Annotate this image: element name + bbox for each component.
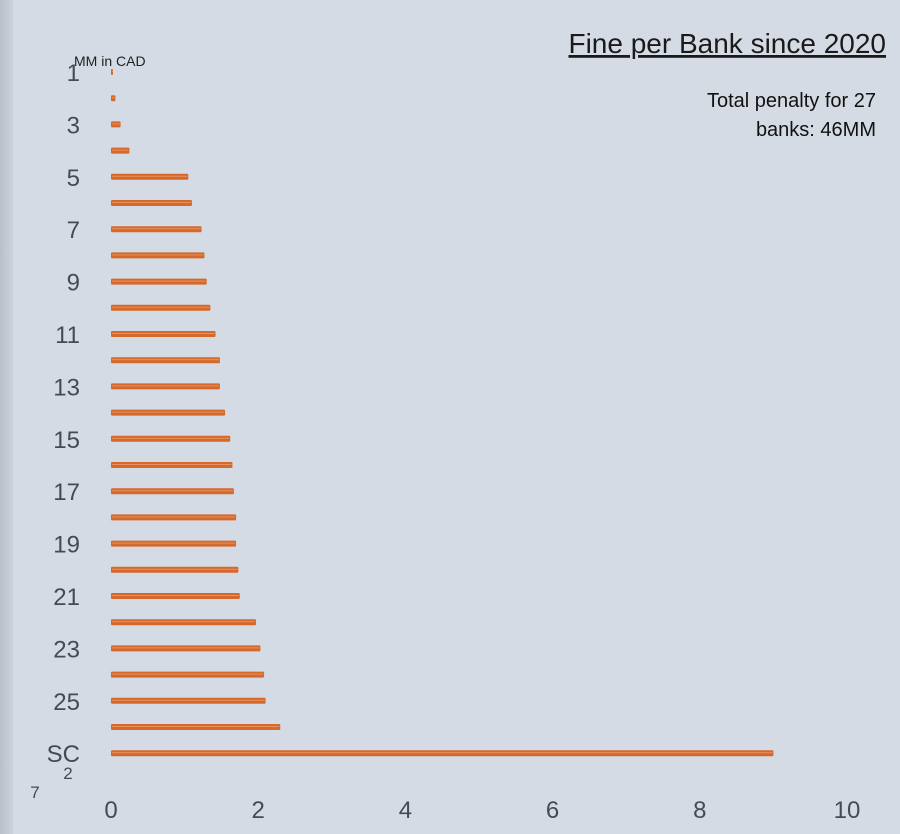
- bar-highlight: [112, 306, 210, 308]
- annotation-line-2: banks: 46MM: [756, 119, 876, 141]
- bar-highlight: [112, 228, 201, 230]
- bar-highlight: [112, 647, 260, 649]
- bar-highlight: [112, 621, 255, 623]
- bar-highlight: [112, 280, 206, 282]
- y-tick-label: 23: [53, 636, 80, 663]
- y-tick-label: 15: [53, 427, 80, 454]
- y-tick-label: 13: [53, 374, 80, 401]
- y-tick-label: 3: [67, 112, 80, 139]
- y-tick-label: 5: [67, 165, 80, 192]
- bar-highlight: [112, 254, 204, 256]
- y-tick-label-wrapped: 2: [63, 764, 72, 783]
- x-tick-label: 4: [399, 797, 412, 824]
- y-tick-label: 17: [53, 479, 80, 506]
- y-tick-label: 9: [67, 270, 80, 297]
- y-tick-label: SC: [47, 741, 80, 768]
- x-tick-label: 6: [546, 797, 559, 824]
- annotation-line-1: Total penalty for 27: [707, 90, 876, 112]
- bar-highlight: [112, 464, 232, 465]
- bar-highlight: [112, 71, 113, 72]
- bar-highlight: [112, 568, 238, 570]
- bar-highlight: [112, 490, 233, 492]
- y-tick-label: 19: [53, 532, 80, 559]
- x-tick-label: 8: [693, 797, 706, 824]
- y-tick-label: 25: [53, 689, 80, 716]
- x-tick-label: 10: [834, 797, 861, 824]
- y-tick-label: 7: [67, 217, 80, 244]
- y-tick-label-wrapped: 7: [30, 783, 39, 802]
- y-tick-label: 11: [55, 322, 80, 349]
- bar-highlight: [112, 385, 219, 387]
- bar-highlight: [112, 359, 219, 361]
- bar-highlight: [112, 149, 129, 151]
- bars-layer: [111, 69, 774, 757]
- bar-highlight: [112, 175, 188, 177]
- y-tick-label: 21: [53, 584, 80, 611]
- bar-highlight: [112, 437, 230, 439]
- unit-label: MM in CAD: [74, 53, 146, 69]
- bar-highlight: [112, 202, 191, 203]
- x-tick-label: 2: [252, 797, 265, 824]
- bar-highlight: [112, 699, 265, 701]
- bar-highlight: [112, 752, 773, 754]
- bar-highlight: [112, 516, 236, 518]
- bar-highlight: [112, 595, 239, 596]
- bar-highlight: [112, 726, 280, 727]
- bar-highlight: [112, 673, 264, 675]
- bar-highlight: [112, 411, 225, 413]
- window-edge: [0, 0, 13, 834]
- bar-highlight: [112, 542, 236, 544]
- x-tick-label: 0: [104, 797, 117, 824]
- bar-highlight: [112, 123, 120, 125]
- y-tick-label: 1: [67, 60, 80, 87]
- x-tick-labels: 0 2 4 6 8 10: [104, 797, 860, 824]
- bar-highlight: [112, 97, 115, 99]
- chart-title: Fine per Bank since 2020: [568, 28, 886, 59]
- bar-highlight: [112, 333, 215, 334]
